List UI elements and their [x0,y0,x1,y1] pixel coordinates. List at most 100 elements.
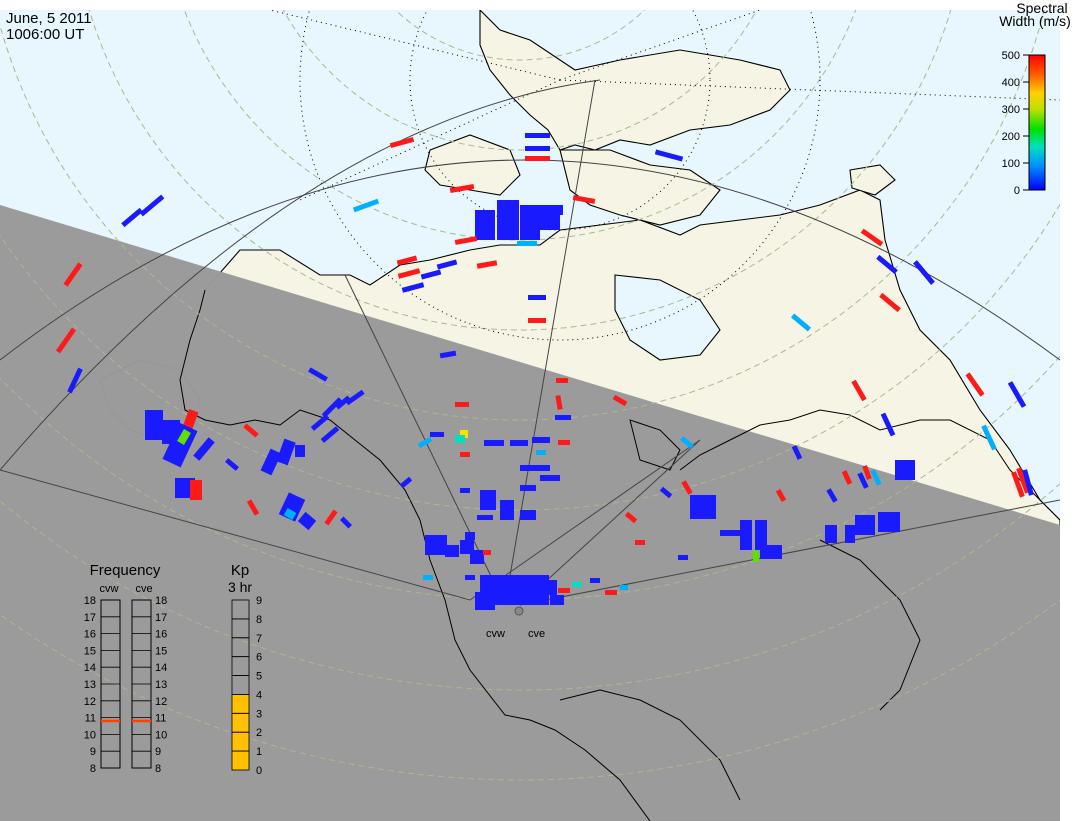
frequency-panel: Frequency cvw cve 18 18 17 17 16 16 15 15 14 14 13… [84,562,168,775]
radar-echo-cell [720,530,740,536]
radar-echo-cell [1007,381,1027,408]
radar-echo-cell [981,424,997,451]
radar-echo-cell [310,414,330,431]
frequency-tick-label: 12 [155,696,167,708]
iceland [849,164,896,196]
radar-echo-cell [425,535,447,555]
date-label: June, 5 2011 [6,10,92,27]
radar-echo-cell [681,480,693,495]
time-label: 1006:00 UT [6,26,84,43]
colorbar-tick-label: 200 [1002,131,1020,143]
radar-echo-cell [860,228,884,247]
radar-echo-cell [484,440,504,446]
radar-echo-cell [572,195,596,204]
frequency-tick-label: 8 [155,763,161,775]
radar-echo-cell [558,588,570,593]
radar-echo-cell [825,525,837,543]
frequency-radar-cve: cve [135,583,152,595]
radar-echo-cell [635,540,645,545]
radar-echo-cell [612,394,628,407]
radar-echo-cell [520,510,536,520]
radar-echo-cell [510,440,528,446]
radar-echo-cell [500,500,514,520]
greenland [479,10,791,151]
radar-echo-cell [449,183,475,194]
radar-echo-cell [690,495,716,519]
frequency-tick-label: 10 [84,729,96,741]
arctic-islands [424,134,521,196]
radar-echo-cell [791,445,803,460]
radar-echo-cell [470,550,484,564]
radar-echo-cell [876,254,898,275]
kp-tick-label: 3 [256,708,262,720]
radar-echo-cell [497,200,519,240]
radar-echo-cell [755,520,767,550]
radar-echo-cell [335,395,351,410]
frequency-tick-label: 11 [85,713,96,725]
radar-echo-cell [460,452,470,457]
radar-echo-cell [477,515,493,520]
kp-tick-label: 8 [256,614,262,626]
radar-echo-cell [760,545,782,559]
frequency-tick-label: 8 [90,763,96,775]
frequency-tick-label: 17 [155,612,167,624]
radar-echo-cell [880,412,896,437]
coastlines-night [179,289,1060,821]
site-label-cvw: cvw [486,628,505,640]
radar-echo-cell [177,428,191,446]
radar-echo-cell [276,438,296,466]
radar-echo-cell [1016,467,1030,494]
radar-echo-cell [525,146,550,151]
frequency-tick-label: 15 [155,645,167,657]
radar-echo-cell [913,260,935,285]
radar-echo-cell [389,136,415,149]
radar-echo-cell [139,194,165,217]
radar-echo-cell [826,488,838,503]
frequency-tick-label: 13 [84,679,96,691]
frequency-tick-label: 11 [155,713,166,725]
colorbar-tick-label: 0 [1014,185,1020,197]
radar-echo-cell [121,207,143,228]
radar-echo-cell [525,133,550,138]
radar-echo-cell [624,511,638,524]
radar-echo-cell [399,476,413,489]
radar-echo-cell [775,489,787,502]
colorbar-title-1: Spectral [1016,0,1067,16]
radar-echo-cell [460,488,470,493]
radar-echo-cell [558,440,570,445]
radar-echo-cell [536,450,546,455]
site-label-cve: cve [528,628,545,640]
radar-echo-cell [417,436,433,449]
radar-echo-cell [260,448,282,476]
colorbar-gradient [1028,54,1046,191]
radar-echo-cell [879,292,901,313]
kp-tick-label: 4 [256,689,262,701]
radar-echo-cell [862,465,872,480]
radar-echo-cell [857,472,869,489]
radar-echo-cell [605,590,617,595]
radar-echo-cell [243,423,259,438]
radar-echo-cell [397,268,421,279]
radar-echo-cell [528,295,546,300]
radar-echo-cell [67,367,83,394]
radar-echo-cell [525,156,550,161]
frequency-radar-cvw: cvw [100,583,119,595]
radar-echo-cell [545,580,557,595]
kp-cells [231,599,250,771]
colorbar-title-2: Width (m/s) [999,13,1071,29]
radar-echo-cell [572,582,582,587]
radar-echo-cell [308,367,328,382]
frequency-tick-label: 9 [90,746,96,758]
radar-echo-cell [63,262,83,287]
radar-echo-cell [225,458,239,471]
radar-echo-cell [396,255,418,266]
radar-echo-cell [520,485,536,491]
radar-echo-cell [483,550,491,555]
radar-echo-cell [678,555,688,560]
radar-echo-cell [851,379,867,402]
radar-echo-cell [855,515,875,535]
radar-echo-cell [439,350,457,359]
radar-echo-cell [555,395,563,410]
radar-echo-cell [520,465,550,471]
